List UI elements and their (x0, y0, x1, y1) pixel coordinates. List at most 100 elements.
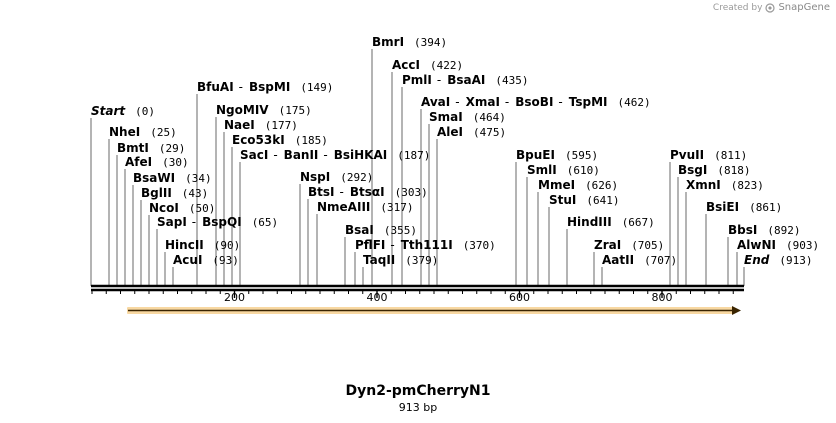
site-name: BglII (141, 186, 172, 200)
site-position: (422) (430, 59, 463, 72)
site-name: BtsI (308, 185, 335, 199)
site-aatii[interactable]: AatII (707) (602, 253, 677, 267)
site-name: BmtI (117, 141, 149, 155)
site-hincii[interactable]: HincII (90) (165, 238, 240, 252)
site-name: SapI (157, 215, 187, 229)
site-name: HindIII (567, 215, 612, 229)
site-name: BpuEI (516, 148, 555, 162)
site-position: (595) (565, 149, 598, 162)
site-name-separator: - (437, 73, 441, 87)
site-bbsi[interactable]: BbsI (892) (728, 223, 800, 237)
site-naei[interactable]: NaeI (177) (224, 118, 298, 132)
plasmid-linear-map: Start (0) NheI (25) BmtI (29) AfeI (30) BsaWI (34… (90, 35, 819, 315)
site-name: AlwNI (737, 238, 776, 252)
site-name: AatII (602, 253, 634, 267)
site-name: AvaI (421, 95, 450, 109)
site-nspi[interactable]: NspI (292) (300, 170, 373, 184)
tick-label-400: 400 (367, 291, 388, 304)
site-bmti[interactable]: BmtI (29) (117, 141, 185, 155)
site-bsgi[interactable]: BsgI (818) (678, 163, 750, 177)
credit: Created by SnapGene (713, 2, 830, 13)
axis-ticks: 200 400 600 800 (91, 291, 734, 304)
site-saci[interactable]: SacI - BanII - BsiHKAI (187) (240, 148, 430, 162)
site-sapi[interactable]: SapI - BspQI (65) (157, 215, 278, 229)
site-name: BspQI (202, 215, 242, 229)
site-bmri[interactable]: BmrI (394) (372, 35, 447, 49)
site-alei[interactable]: AleI (475) (437, 125, 506, 139)
site-bpuei[interactable]: BpuEI (595) (516, 148, 598, 162)
site-start[interactable]: Start (0) (91, 104, 155, 118)
site-name: NcoI (149, 201, 179, 215)
site-smli[interactable]: SmlI (610) (527, 163, 600, 177)
site-name: BsaI (345, 223, 374, 237)
site-position: (610) (567, 164, 600, 177)
site-name: BfuAI (197, 80, 234, 94)
site-position: (43) (182, 187, 209, 200)
credit-text: Created by (712, 2, 763, 13)
site-alwni[interactable]: AlwNI (903) (737, 238, 819, 252)
site-btsi[interactable]: BtsI - BtsαI (303) (308, 185, 428, 199)
map-title: Dyn2-pmCherryN1 (345, 383, 491, 399)
site-position: (30) (162, 156, 189, 169)
site-name: AfeI (125, 155, 152, 169)
site-taqii[interactable]: TaqII (379) (363, 253, 438, 267)
site-position: (818) (717, 164, 750, 177)
site-stui[interactable]: StuI (641) (549, 193, 620, 207)
site-name: ZraI (594, 238, 621, 252)
site-position: (464) (473, 111, 506, 124)
site-pvuii[interactable]: PvuII (811) (670, 148, 747, 162)
site-nhei[interactable]: NheI (25) (109, 125, 177, 139)
site-name: BsaWI (133, 171, 175, 185)
site-bglii[interactable]: BglII (43) (141, 186, 208, 200)
site-name: XmaI (466, 95, 500, 109)
site-name: HincII (165, 238, 204, 252)
site-position: (93) (212, 254, 239, 267)
site-name: PvuII (670, 148, 704, 162)
site-afei[interactable]: AfeI (30) (125, 155, 189, 169)
site-bsiei[interactable]: BsiEI (861) (706, 200, 782, 214)
site-position: (65) (252, 216, 279, 229)
site-name: BtsαI (350, 185, 385, 199)
site-eco53ki[interactable]: Eco53kI (185) (232, 133, 328, 147)
site-pflfi[interactable]: PflFI - Tth111I (370) (355, 238, 496, 252)
site-position: (823) (731, 179, 764, 192)
site-name: NmeAIII (317, 200, 370, 214)
site-name: SacI (240, 148, 268, 162)
site-name: AccI (392, 58, 420, 72)
site-mmei[interactable]: MmeI (626) (538, 178, 618, 192)
site-position: (435) (495, 74, 528, 87)
site-name: TspMI (569, 95, 608, 109)
site-name: BbsI (728, 223, 757, 237)
site-smai[interactable]: SmaI (464) (429, 110, 506, 124)
site-position: (34) (185, 172, 212, 185)
site-ngomiv[interactable]: NgoMIV (175) (216, 103, 312, 117)
site-position: (177) (265, 119, 298, 132)
site-name: NspI (300, 170, 330, 184)
site-acui[interactable]: AcuI (93) (173, 253, 239, 267)
site-bsawi[interactable]: BsaWI (34) (133, 171, 212, 185)
site-position: (175) (279, 104, 312, 117)
site-name: PmlI (402, 73, 432, 87)
site-ncoi[interactable]: NcoI (50) (149, 201, 215, 215)
site-position: (370) (463, 239, 496, 252)
site-position: (394) (414, 36, 447, 49)
site-name: BsoBI (515, 95, 553, 109)
site-pmli[interactable]: PmlI - BsaAI (435) (402, 73, 529, 87)
site-position: (25) (150, 126, 177, 139)
site-bfuai[interactable]: BfuAI - BspMI (149) (197, 80, 333, 94)
map-length: 913 bp (398, 401, 438, 414)
site-name: NgoMIV (216, 103, 269, 117)
site-position: (29) (159, 142, 186, 155)
site-position: (903) (786, 239, 819, 252)
feature-arrow[interactable] (127, 306, 741, 315)
site-xmni[interactable]: XmnI (823) (686, 178, 764, 192)
site-name: BsaAI (447, 73, 485, 87)
site-bsai[interactable]: BsaI (355) (345, 223, 417, 237)
site-position: (355) (384, 224, 417, 237)
site-end[interactable]: End (913) (744, 253, 812, 267)
site-acci[interactable]: AccI (422) (392, 58, 463, 72)
site-hindiii[interactable]: HindIII (667) (567, 215, 655, 229)
site-zrai[interactable]: ZraI (705) (594, 238, 664, 252)
site-nmeaiii[interactable]: NmeAIII (317) (317, 200, 414, 214)
site-avai[interactable]: AvaI - XmaI - BsoBI - TspMI (462) (421, 95, 651, 109)
